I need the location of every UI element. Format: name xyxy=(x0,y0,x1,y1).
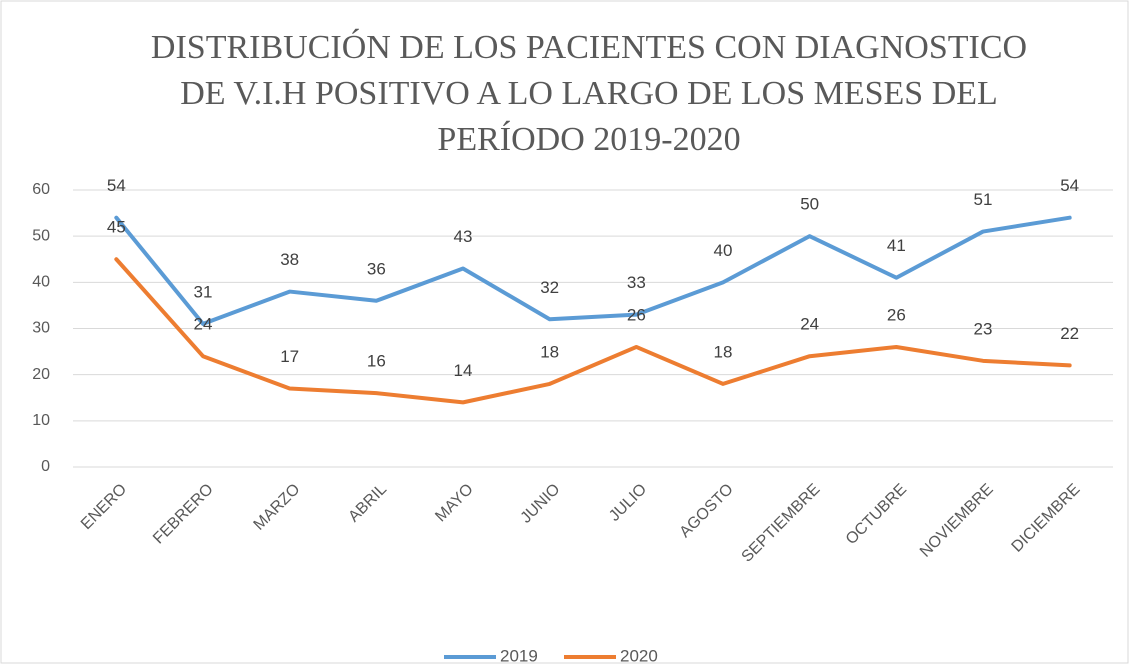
data-label: 17 xyxy=(280,347,299,366)
data-label: 18 xyxy=(714,342,733,361)
data-label: 26 xyxy=(627,305,646,324)
y-tick-label: 40 xyxy=(32,274,50,291)
y-tick-label: 60 xyxy=(32,181,50,198)
data-label: 24 xyxy=(800,315,819,334)
legend-label: 2020 xyxy=(620,646,658,664)
chart-title: DISTRIBUCIÓN DE LOS PACIENTES CON DIAGNO… xyxy=(150,29,1028,158)
data-label: 32 xyxy=(540,278,559,297)
data-label: 18 xyxy=(540,342,559,361)
y-tick-label: 30 xyxy=(32,320,50,337)
data-label: 16 xyxy=(367,352,386,371)
data-label: 24 xyxy=(194,315,213,334)
y-tick-label: 20 xyxy=(32,366,50,383)
y-tick-label: 50 xyxy=(32,227,50,244)
data-label: 54 xyxy=(107,176,126,195)
data-label: 50 xyxy=(800,195,819,214)
data-label: 51 xyxy=(974,190,993,209)
y-tick-label: 10 xyxy=(32,412,50,429)
data-label: 33 xyxy=(627,273,646,292)
data-label: 31 xyxy=(194,282,213,301)
data-label: 38 xyxy=(280,250,299,269)
data-label: 36 xyxy=(367,259,386,278)
data-label: 22 xyxy=(1060,324,1079,343)
line-series xyxy=(114,215,1072,326)
line-series xyxy=(114,257,1072,405)
legend-label: 2019 xyxy=(500,646,538,664)
data-label: 26 xyxy=(887,305,906,324)
data-label: 41 xyxy=(887,236,906,255)
data-label: 54 xyxy=(1060,176,1079,195)
data-label: 14 xyxy=(454,361,473,380)
data-label: 45 xyxy=(107,218,126,237)
data-label: 43 xyxy=(454,227,473,246)
y-tick-label: 0 xyxy=(41,458,50,475)
data-label: 40 xyxy=(714,241,733,260)
data-label: 23 xyxy=(974,319,993,338)
